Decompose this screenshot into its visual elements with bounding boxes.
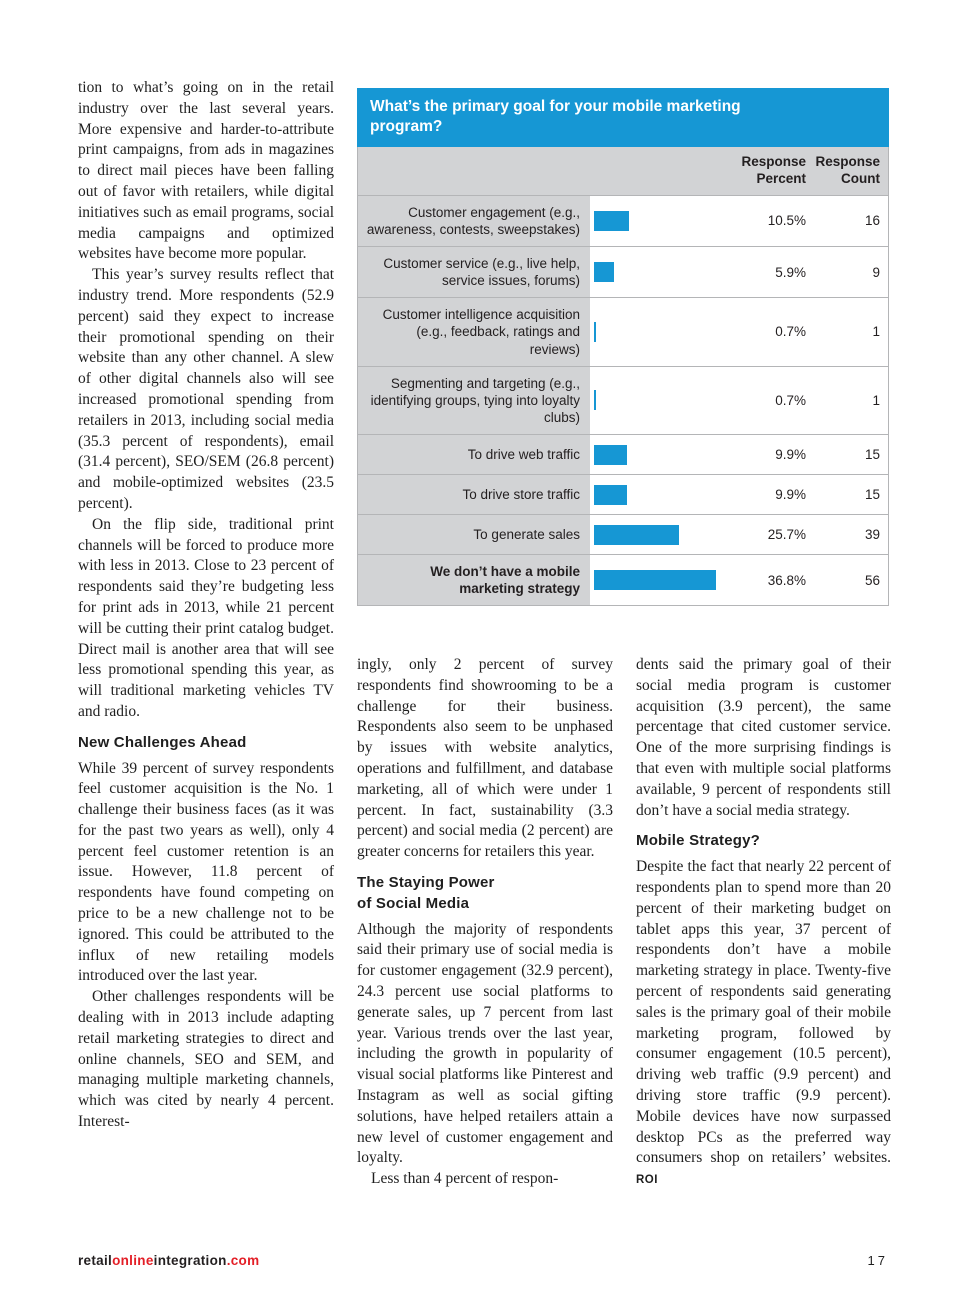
- chart-table: Response Percent Response Count Customer…: [357, 146, 889, 607]
- chart-count-value: 39: [864, 527, 880, 543]
- chart-percent-value: 9.9%: [775, 487, 806, 503]
- right-column: dents said the primary goal of their soc…: [636, 655, 891, 1191]
- chart-bar: [594, 390, 597, 411]
- mobile-marketing-goal-chart: What’s the primary goal for your mobile …: [357, 88, 889, 607]
- chart-bar-cell: [590, 475, 718, 514]
- chart-row-label: To drive web traffic: [358, 435, 590, 475]
- chart-count-value: 9: [872, 264, 880, 280]
- chart-row: To generate sales 25.7% 39: [358, 514, 888, 555]
- paragraph: Although the majority of respondents sai…: [357, 920, 613, 1167]
- chart-row: We don’t have a mobile marketing strateg…: [358, 554, 888, 606]
- chart-header-spacer: [358, 154, 590, 188]
- chart-count-value: 15: [864, 447, 880, 463]
- chart-row: Customer service (e.g., live help, servi…: [358, 245, 888, 298]
- chart-row-label: To drive store traffic: [358, 475, 590, 515]
- chart-percent-value: 9.9%: [775, 447, 806, 463]
- chart-count-value: 16: [864, 213, 880, 229]
- chart-percent-value: 36.8%: [767, 572, 806, 588]
- chart-row-label: Customer engagement (e.g., awareness, co…: [358, 195, 590, 246]
- paragraph: This year’s survey results reflect that …: [78, 266, 334, 512]
- chart-bar-cell: [590, 435, 718, 474]
- chart-bar-cell: [590, 515, 718, 554]
- chart-percent-value: 10.5%: [767, 213, 806, 229]
- chart-bar: [594, 321, 597, 342]
- chart-row-label: Customer service (e.g., live help, servi…: [358, 246, 590, 298]
- chart-percent-value: 25.7%: [767, 527, 806, 543]
- paragraph: On the flip side, traditional print chan…: [78, 515, 334, 720]
- chart-bar-cell: [590, 555, 718, 605]
- chart-row-label: Segmenting and targeting (e.g., identify…: [358, 366, 590, 435]
- brand-segment: retail: [78, 1253, 113, 1268]
- heading-staying-power-of-social-media: The Staying Power of Social Media: [357, 873, 495, 912]
- chart-bar-cell: [590, 298, 718, 365]
- chart-bar: [594, 262, 614, 283]
- chart-count-value: 56: [864, 572, 880, 588]
- chart-header-spacer: [590, 154, 718, 188]
- column-header-response-count: Response Count: [815, 153, 880, 186]
- middle-column: ingly, only 2 percent of survey responde…: [357, 655, 613, 1190]
- chart-bar-cell: [590, 367, 718, 434]
- paragraph: Less than 4 percent of respon-: [371, 1170, 559, 1188]
- paragraph: ingly, only 2 percent of survey responde…: [357, 656, 613, 861]
- chart-row: To drive web traffic 9.9% 15: [358, 434, 888, 475]
- chart-count-value: 1: [872, 392, 880, 408]
- chart-row: To drive store traffic 9.9% 15: [358, 474, 888, 515]
- column-header-response-percent: Response Percent: [741, 153, 806, 186]
- chart-percent-value: 5.9%: [775, 264, 806, 280]
- chart-title: What’s the primary goal for your mobile …: [357, 88, 889, 147]
- left-column: tion to what’s going on in the retail in…: [78, 78, 334, 1133]
- paragraph: Other challenges respondents will be dea…: [78, 988, 334, 1131]
- chart-bar: [594, 444, 627, 465]
- chart-bar: [594, 524, 680, 545]
- chart-row: Customer intelligence acquisition (e.g.,…: [358, 297, 888, 366]
- footer-site-url: retailonlineintegration.com: [78, 1253, 259, 1268]
- chart-percent-value: 0.7%: [775, 324, 806, 340]
- chart-bar: [594, 570, 717, 591]
- chart-bar: [594, 210, 629, 231]
- chart-count-value: 15: [864, 487, 880, 503]
- footer-page-number: 17: [867, 1253, 888, 1268]
- chart-row-label: Customer intelligence acquisition (e.g.,…: [358, 298, 590, 366]
- paragraph: dents said the primary goal of their soc…: [636, 656, 891, 819]
- article-end-mark: ROI: [636, 1174, 658, 1187]
- brand-segment: integration: [153, 1253, 227, 1268]
- chart-row-label: To generate sales: [358, 515, 590, 555]
- chart-header-row: Response Percent Response Count: [358, 146, 888, 195]
- chart-bar-cell: [590, 247, 718, 297]
- chart-count-value: 1: [872, 324, 880, 340]
- chart-bar-cell: [590, 196, 718, 246]
- chart-percent-value: 0.7%: [775, 392, 806, 408]
- paragraph: Despite the fact that nearly 22 percent …: [636, 857, 891, 1191]
- chart-row: Segmenting and targeting (e.g., identify…: [358, 365, 888, 435]
- chart-bar: [594, 484, 627, 505]
- chart-row: Customer engagement (e.g., awareness, co…: [358, 194, 888, 246]
- paragraph-text: Despite the fact that nearly 22 percent …: [636, 858, 891, 1167]
- chart-rows: Customer engagement (e.g., awareness, co…: [358, 194, 888, 606]
- heading-new-challenges-ahead: New Challenges Ahead: [78, 733, 247, 751]
- heading-mobile-strategy: Mobile Strategy?: [636, 832, 761, 850]
- paragraph: While 39 percent of survey respondents f…: [78, 759, 334, 985]
- chart-row-label: We don’t have a mobile marketing strateg…: [358, 555, 590, 606]
- brand-segment: online: [112, 1253, 154, 1268]
- brand-segment: .com: [226, 1253, 260, 1268]
- paragraph: tion to what’s going on in the retail in…: [78, 79, 334, 263]
